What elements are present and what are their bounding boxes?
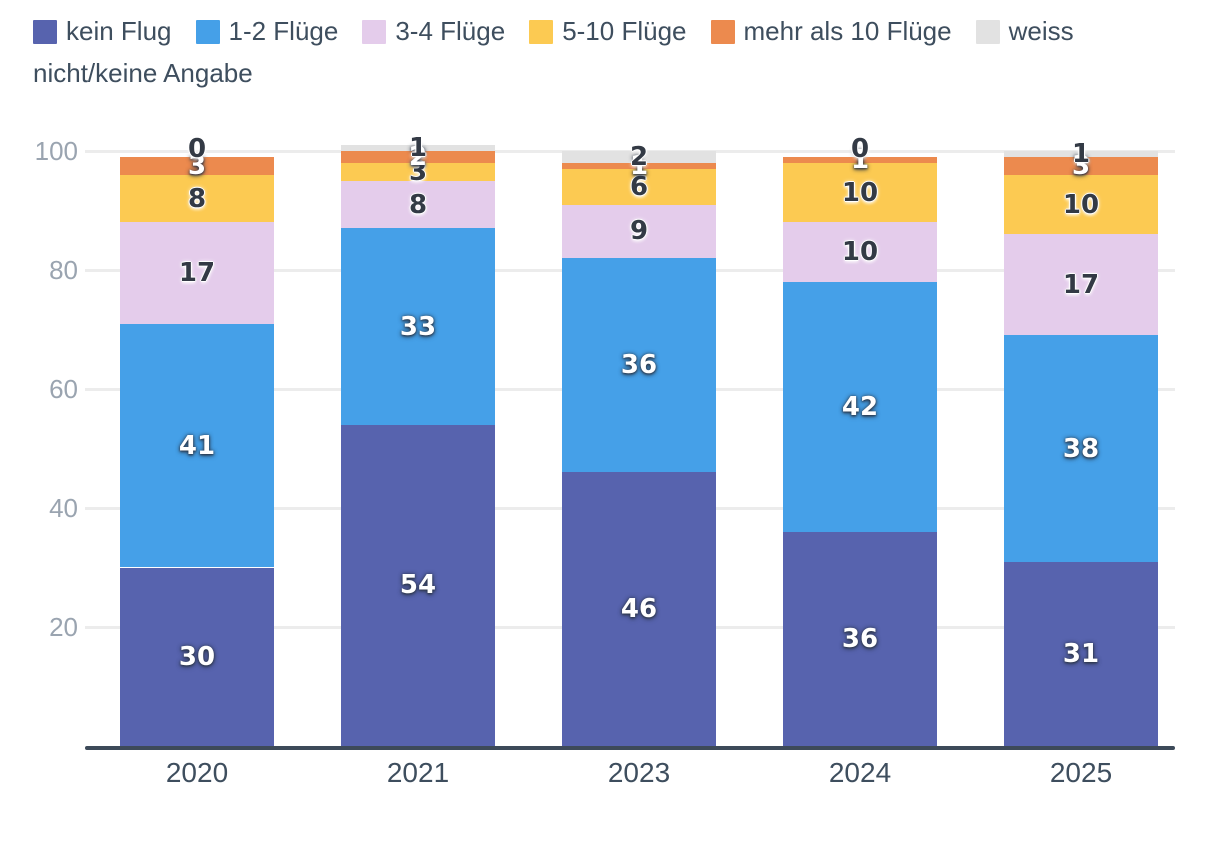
bar-segment [1004, 335, 1158, 562]
x-axis-line [85, 746, 1175, 750]
bar-segment [1004, 234, 1158, 336]
legend-item-5-10-fluege: 5-10 Flüge [529, 16, 687, 46]
bar-segment [562, 472, 716, 746]
bar-segment [341, 151, 495, 163]
legend-item-weiss-nicht: weiss nicht/keine Angabe [33, 16, 1074, 88]
bar-value-label: 10 [841, 237, 879, 268]
bar-value-label: 36 [841, 623, 879, 654]
bar-segment [341, 180, 495, 229]
y-tick-label-60: 60 [49, 374, 78, 404]
bar-segment [341, 162, 495, 181]
y-tick-label-100: 100 [34, 136, 78, 166]
bar-value-label: 2 [408, 141, 428, 172]
legend-label-5-10-fluege: 5-10 Flüge [562, 16, 687, 46]
bar-value-label: 33 [399, 311, 437, 342]
x-tick-label-2024: 2024 [828, 757, 892, 788]
x-tick-label-2021: 2021 [386, 757, 450, 788]
bar-value-label: 1 [629, 150, 649, 181]
bar-segment [1004, 174, 1158, 235]
legend-swatch-3-4-fluege [362, 20, 387, 44]
legend-swatch-mehr-als-10-fluege [710, 20, 735, 44]
legend-item-3-4-fluege: 3-4 Flüge [362, 16, 505, 46]
bar-segment [120, 174, 274, 223]
bar-value-label: 31 [1062, 638, 1100, 669]
legend-swatch-5-10-fluege [529, 20, 554, 44]
bar-value-label: 54 [399, 570, 437, 601]
x-tick-label-2023: 2023 [607, 757, 671, 788]
legend-item-1-2-fluege: 1-2 Flüge [195, 16, 339, 46]
bar-segment [120, 222, 274, 324]
bar-segment [341, 145, 495, 151]
bar-value-label: 1 [408, 133, 428, 164]
legend-label-mehr-als-10-fluege: mehr als 10 Flüge [743, 16, 952, 46]
legend-swatch-weiss-nicht [975, 20, 1000, 44]
bar-segment [783, 531, 937, 746]
bar-value-label: 6 [629, 171, 649, 202]
bar-segment [1004, 156, 1158, 175]
bar-segment [783, 156, 937, 163]
bar-segment [120, 567, 274, 746]
bar-segment [1004, 561, 1158, 746]
legend-swatch-1-2-fluege [195, 20, 220, 44]
bar-value-label: 3 [408, 156, 428, 187]
bar-value-label: 42 [841, 391, 879, 422]
x-tick-label-2025: 2025 [1049, 757, 1113, 788]
bar-value-label: 41 [178, 430, 216, 461]
bar-value-label: 2 [629, 141, 649, 172]
bar-value-label: 0 [187, 133, 207, 164]
bar-value-label: 38 [1062, 433, 1100, 464]
bar-value-label: 17 [178, 257, 216, 288]
bar-value-label: 17 [1062, 269, 1100, 300]
bar-segment [783, 222, 937, 282]
bar-segment [120, 323, 274, 568]
y-tick-label-80: 80 [49, 255, 78, 285]
bar-segment [783, 162, 937, 223]
chart-legend: kein Flug 1-2 Flüge 3-4 Flüge 5-10 Flüge meh… [33, 10, 1198, 94]
bar-segment [120, 156, 274, 175]
bar-segment [341, 424, 495, 746]
bar-value-label: 10 [841, 177, 879, 208]
x-tick-label-2020: 2020 [165, 757, 229, 788]
bar-value-label: 1 [850, 144, 870, 175]
bar-value-label: 3 [187, 150, 207, 181]
bar-segment [562, 168, 716, 205]
bar-segment [1004, 151, 1158, 157]
bar-value-label: 0 [850, 133, 870, 164]
legend-label-weiss-nicht: weiss nicht/keine Angabe [33, 16, 1074, 88]
legend-item-mehr-als-10-fluege: mehr als 10 Flüge [710, 16, 952, 46]
legend-label-kein-flug: kein Flug [66, 16, 172, 46]
legend-swatch-kein-flug [33, 20, 57, 44]
bar-value-label: 8 [187, 183, 207, 214]
bar-value-label: 9 [629, 216, 649, 247]
bar-value-label: 46 [620, 594, 658, 625]
y-tick-label-40: 40 [49, 493, 78, 523]
bar-segment [562, 151, 716, 163]
bar-value-label: 30 [178, 641, 216, 672]
bar-value-label: 36 [620, 350, 658, 381]
legend-label-3-4-fluege: 3-4 Flüge [395, 16, 506, 46]
legend-item-kein-flug: kein Flug [33, 16, 172, 46]
bar-value-label: 3 [1071, 150, 1091, 181]
y-tick-label-20: 20 [49, 612, 78, 642]
bar-segment [562, 258, 716, 473]
bar-segment [341, 228, 495, 425]
bar-value-label: 8 [408, 189, 428, 220]
legend-label-1-2-fluege: 1-2 Flüge [228, 16, 339, 46]
bar-segment [562, 162, 716, 169]
bar-value-label: 10 [1062, 189, 1100, 220]
bar-segment [783, 281, 937, 532]
bar-value-label: 1 [1071, 138, 1091, 169]
bar-segment [562, 204, 716, 259]
